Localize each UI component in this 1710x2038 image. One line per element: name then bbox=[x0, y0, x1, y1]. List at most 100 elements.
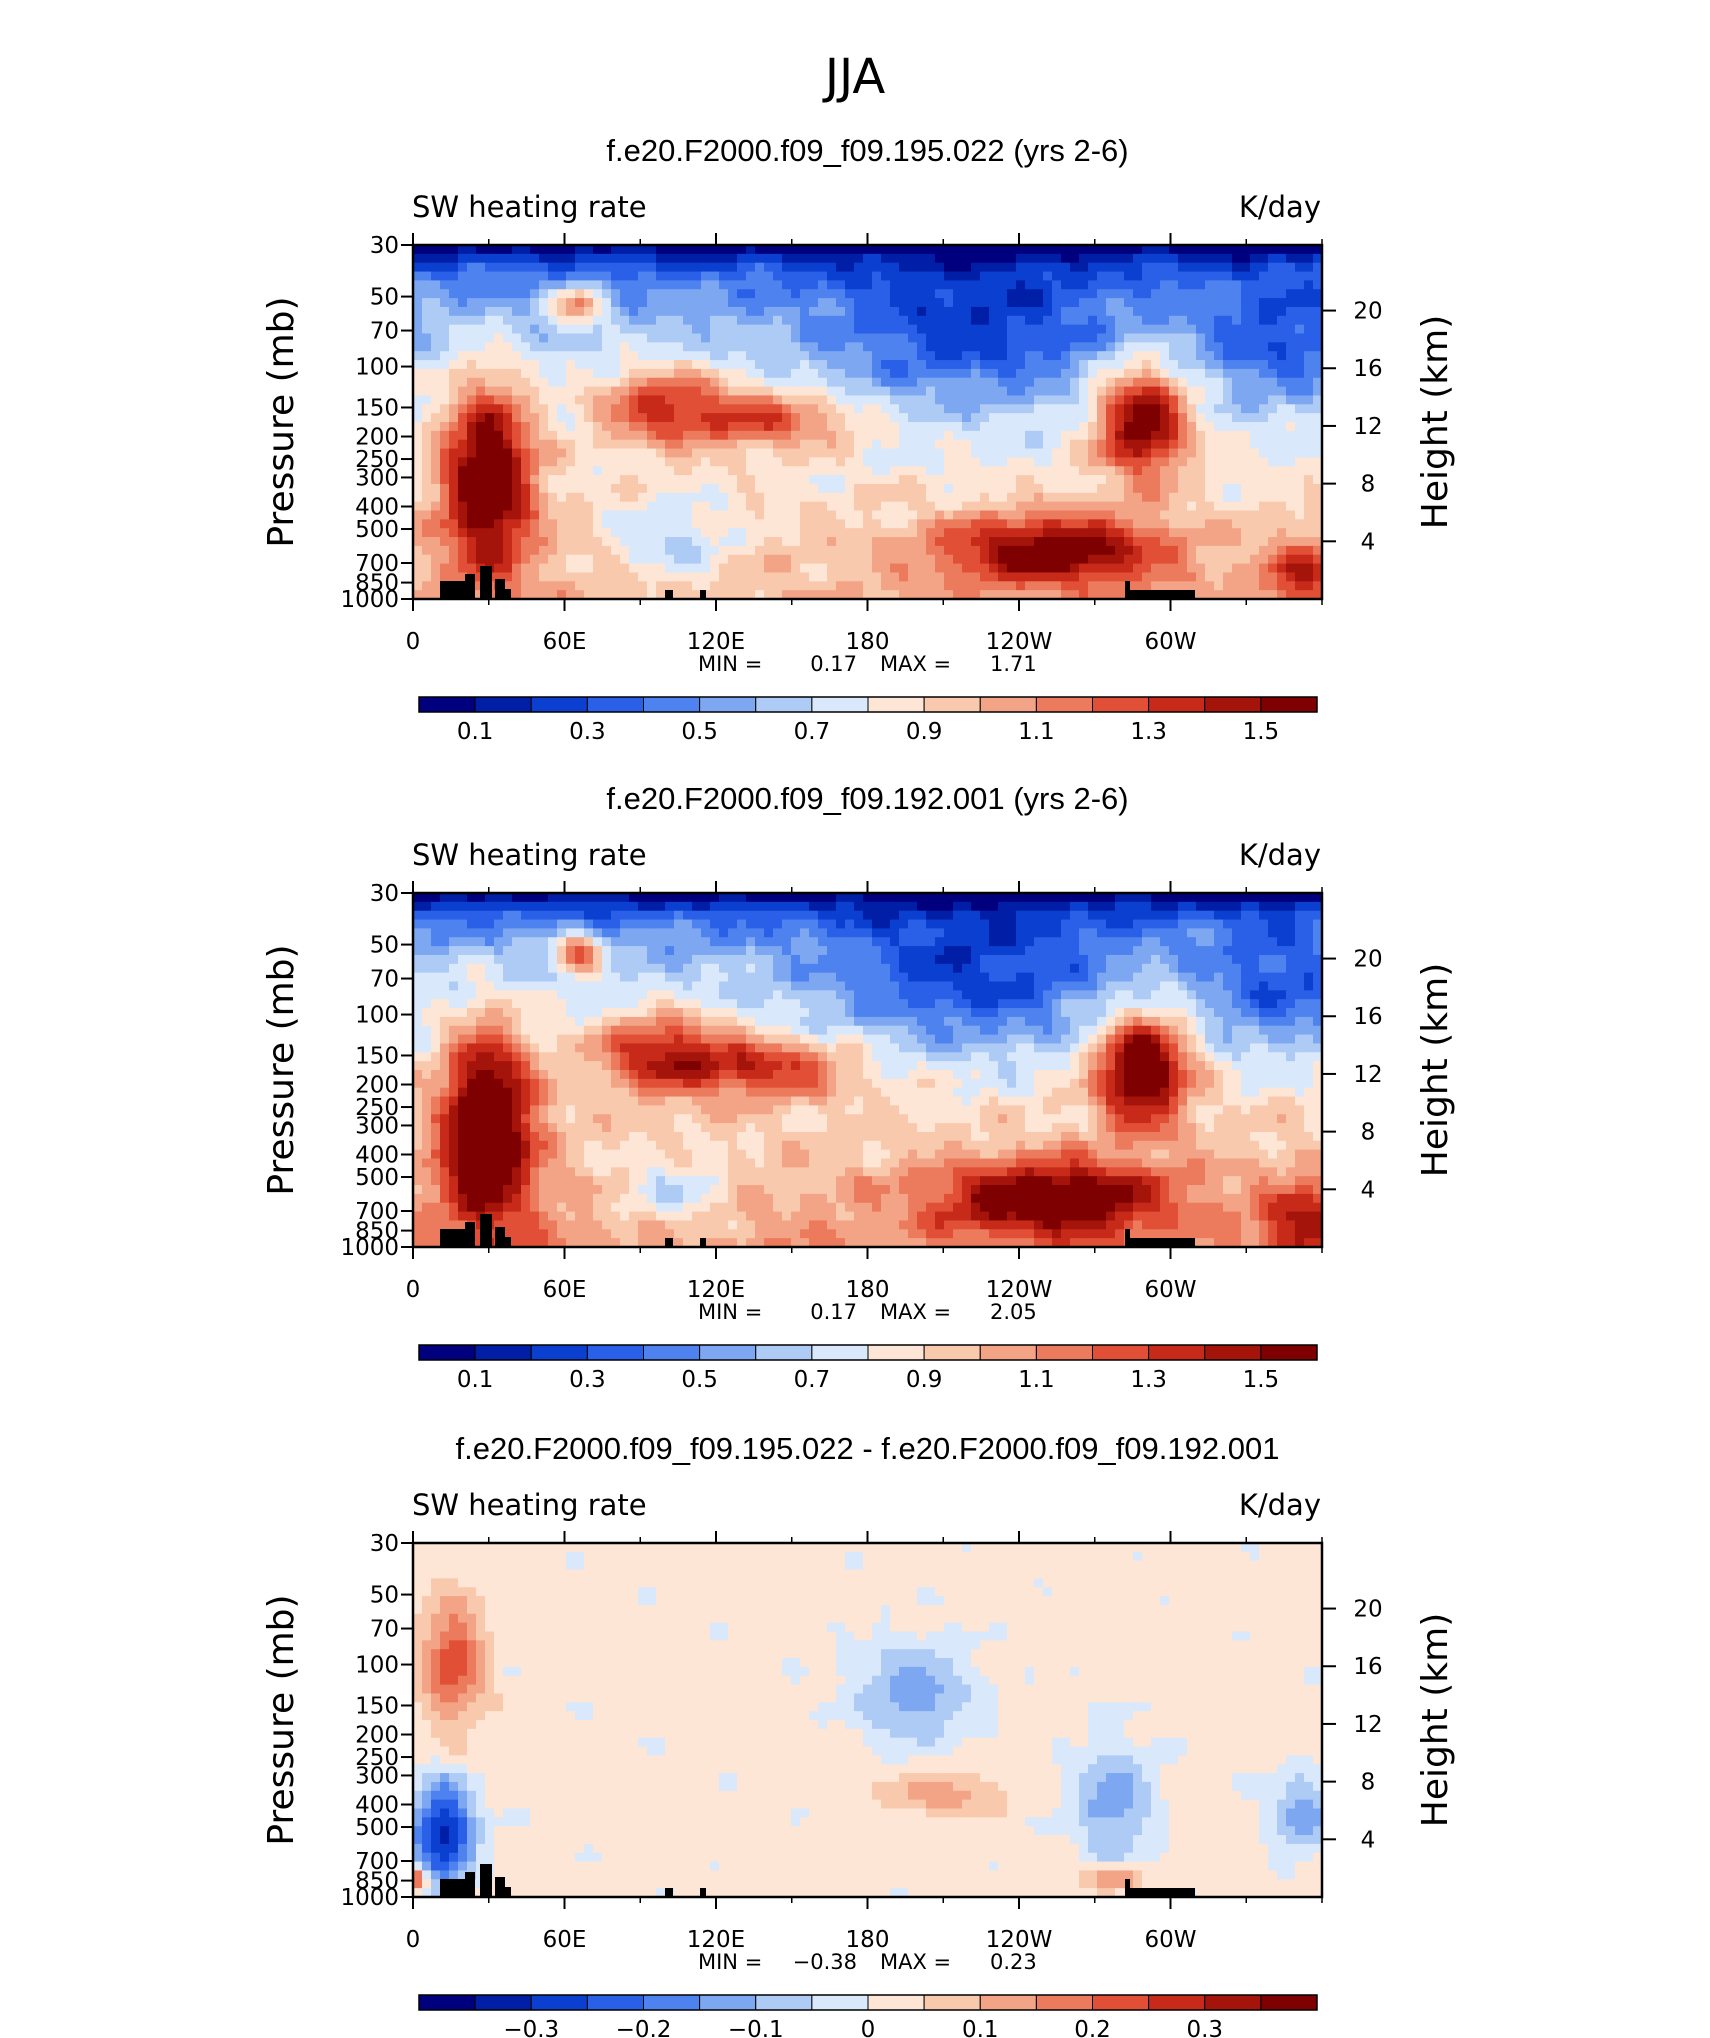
heatmap-cell bbox=[620, 510, 630, 520]
heatmap-cell bbox=[422, 501, 432, 512]
heatmap-cell bbox=[908, 413, 918, 423]
heatmap-cell bbox=[1007, 954, 1017, 965]
heatmap-cell bbox=[944, 439, 954, 450]
heatmap-cell bbox=[1169, 368, 1179, 379]
heatmap-cell bbox=[440, 306, 450, 317]
heatmap-cell bbox=[791, 528, 801, 538]
heatmap-cell bbox=[674, 563, 684, 574]
heatmap-cell bbox=[764, 528, 774, 538]
heatmap-cell bbox=[1061, 324, 1071, 335]
heatmap-cell bbox=[530, 946, 540, 956]
heatmap-cell bbox=[503, 271, 513, 281]
heatmap-cell bbox=[827, 395, 837, 405]
heatmap-cell bbox=[512, 315, 522, 326]
heatmap-cell bbox=[1250, 368, 1260, 379]
heatmap-cell bbox=[980, 315, 990, 326]
heatmap-cell bbox=[494, 954, 504, 965]
heatmap-cell bbox=[737, 448, 747, 458]
heatmap-cell bbox=[1169, 910, 1179, 921]
colorbar-tick-label: 1.3 bbox=[1130, 719, 1167, 745]
heatmap-cell bbox=[467, 919, 477, 929]
heatmap-cell bbox=[1070, 501, 1080, 512]
heatmap-cell bbox=[548, 572, 558, 582]
heatmap-cell bbox=[800, 377, 810, 388]
heatmap-cell bbox=[1304, 368, 1314, 379]
heatmap-cell bbox=[881, 413, 891, 423]
heatmap-cell bbox=[1187, 946, 1197, 956]
heatmap-cell bbox=[683, 893, 693, 903]
heatmap-cell bbox=[1169, 483, 1179, 494]
heatmap-cell bbox=[890, 324, 900, 335]
heatmap-cell bbox=[935, 581, 945, 591]
heatmap-cell bbox=[845, 280, 855, 290]
heatmap-cell bbox=[728, 351, 738, 361]
heatmap-cell bbox=[1079, 262, 1089, 273]
heatmap-cell bbox=[656, 928, 666, 938]
heatmap-cell bbox=[467, 368, 477, 379]
heatmap-cell bbox=[791, 519, 801, 529]
heatmap-cell bbox=[638, 928, 648, 938]
heatmap-cell bbox=[1214, 492, 1224, 503]
heatmap-cell bbox=[800, 306, 810, 317]
heatmap-cell bbox=[1259, 510, 1269, 520]
heatmap-cell bbox=[818, 298, 828, 308]
heatmap-cell bbox=[719, 510, 729, 520]
heatmap-cell bbox=[1160, 289, 1170, 299]
heatmap-cell bbox=[710, 457, 720, 467]
y2-tick-label: 20 bbox=[1353, 299, 1382, 325]
heatmap-cell bbox=[980, 483, 990, 494]
heatmap-cell bbox=[1025, 572, 1035, 582]
heatmap-cell bbox=[692, 537, 702, 547]
heatmap-cell bbox=[1088, 262, 1098, 273]
heatmap-cell bbox=[863, 368, 873, 379]
heatmap-cell bbox=[710, 572, 720, 582]
heatmap-cell bbox=[908, 466, 918, 476]
heatmap-cell bbox=[1313, 253, 1323, 264]
heatmap-cell bbox=[1295, 901, 1305, 912]
heatmap-cell bbox=[908, 954, 918, 965]
heatmap-cell bbox=[1304, 404, 1314, 414]
heatmap-cell bbox=[494, 289, 504, 299]
heatmap-cell bbox=[1124, 289, 1134, 299]
heatmap-cell bbox=[881, 298, 891, 308]
y-tick-label: 250 bbox=[355, 447, 399, 473]
heatmap-cell bbox=[836, 475, 846, 485]
heatmap-cell bbox=[557, 510, 567, 520]
heatmap-cell bbox=[665, 280, 675, 290]
heatmap-cell bbox=[1214, 324, 1224, 335]
heatmap-cell bbox=[1088, 413, 1098, 423]
max-value: 1.71 bbox=[990, 652, 1037, 676]
heatmap-cell bbox=[728, 377, 738, 388]
heatmap-cell bbox=[764, 893, 774, 903]
heatmap-cell bbox=[503, 946, 513, 956]
heatmap-cell bbox=[845, 457, 855, 467]
heatmap-cell bbox=[431, 963, 441, 974]
heatmap-cell bbox=[737, 377, 747, 388]
heatmap-cell bbox=[1016, 298, 1026, 308]
heatmap-cell bbox=[1196, 377, 1206, 388]
heatmap-cell bbox=[1016, 528, 1026, 538]
heatmap-cell bbox=[1034, 919, 1044, 929]
heatmap-cell bbox=[881, 519, 891, 529]
heatmap-cell bbox=[782, 510, 792, 520]
heatmap-cell bbox=[944, 946, 954, 956]
heatmap-cell bbox=[1277, 545, 1287, 556]
heatmap-cell bbox=[1133, 377, 1143, 388]
heatmap-cell bbox=[1187, 537, 1197, 547]
heatmap-cell bbox=[503, 324, 513, 335]
heatmap-cell bbox=[1124, 360, 1134, 370]
heatmap-cell bbox=[719, 404, 729, 414]
heatmap-cell bbox=[566, 360, 576, 370]
heatmap-cell bbox=[1133, 333, 1143, 343]
heatmap-cell bbox=[782, 937, 792, 947]
heatmap-cell bbox=[1079, 581, 1089, 591]
heatmap-cell bbox=[503, 501, 513, 512]
heatmap-cell bbox=[944, 528, 954, 538]
heatmap-cell bbox=[1088, 475, 1098, 485]
heatmap-cell bbox=[962, 528, 972, 538]
heatmap-cell bbox=[494, 492, 504, 503]
heatmap-cell bbox=[899, 946, 909, 956]
heatmap-cell bbox=[521, 324, 531, 335]
heatmap-cell bbox=[638, 360, 648, 370]
heatmap-cell bbox=[1205, 457, 1215, 467]
